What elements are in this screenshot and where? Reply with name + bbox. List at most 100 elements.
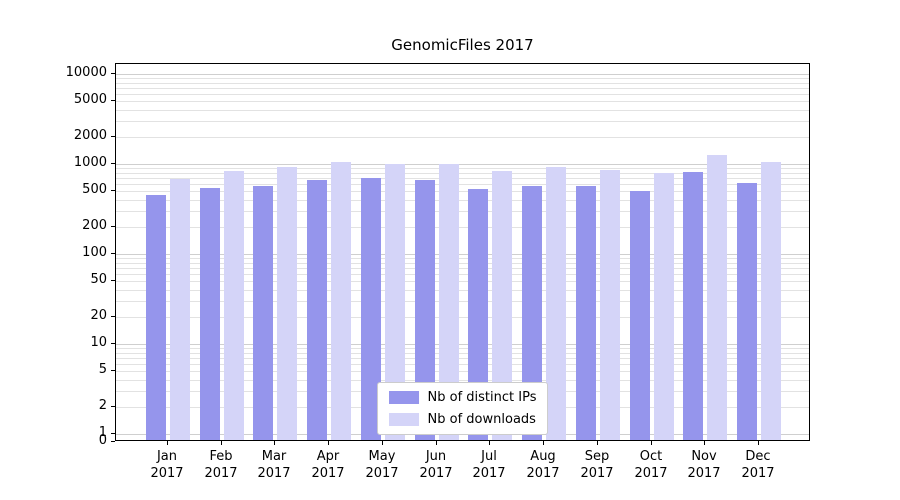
x-tick-text: Jan: [156, 449, 178, 464]
bar-distinct-ips-nov: [683, 172, 703, 440]
x-tick-text: 2017: [472, 466, 506, 481]
x-tick-text: Jun: [425, 449, 447, 464]
bar-downloads-aug: [546, 167, 566, 440]
x-tick-label-may: May 2017: [352, 448, 412, 482]
gridline: [116, 226, 809, 228]
gridline: [116, 87, 809, 89]
bar-downloads-sep: [600, 170, 620, 440]
x-tick-text: Mar: [261, 449, 287, 464]
bar-downloads-feb: [224, 171, 244, 440]
gridline: [116, 183, 809, 185]
legend: Nb of distinct IPs Nb of downloads: [376, 382, 549, 435]
y-tickmark: [111, 316, 115, 317]
x-tick-text: Nov: [691, 449, 717, 464]
gridline: [116, 109, 809, 111]
bar-downloads-jan: [170, 179, 190, 440]
x-tick-text: 2017: [526, 466, 560, 481]
gridline: [116, 258, 809, 260]
gridline: [116, 281, 809, 283]
gridline: [116, 191, 809, 193]
x-tick-label-jun: Jun 2017: [406, 448, 466, 482]
bar-distinct-ips-apr: [307, 180, 327, 440]
x-tick-text: Aug: [530, 449, 556, 464]
y-tick-label-20: 20: [90, 308, 107, 323]
x-tick-label-dec: Dec 2017: [728, 448, 788, 482]
y-tickmark: [111, 100, 115, 101]
x-tick-text: 2017: [419, 466, 453, 481]
y-tickmark: [111, 253, 115, 254]
gridline: [116, 316, 809, 318]
x-tick-text: Apr: [316, 449, 340, 464]
y-tick-label-5000: 5000: [73, 92, 107, 107]
legend-swatch-distinct-ips: [388, 391, 419, 404]
gridline: [116, 211, 809, 213]
gridline: [116, 301, 809, 303]
bar-distinct-ips-feb: [200, 188, 220, 440]
x-tick-text: Dec: [745, 449, 771, 464]
y-tickmark: [111, 280, 115, 281]
bar-distinct-ips-jul: [468, 189, 488, 440]
x-tick-text: 2017: [311, 466, 345, 481]
gridline: [116, 254, 809, 255]
y-tick-label-100: 100: [82, 245, 107, 260]
y-tick-label-10: 10: [90, 335, 107, 350]
legend-label-distinct-ips: Nb of distinct IPs: [427, 390, 537, 405]
x-tick-text: Jul: [481, 449, 497, 464]
x-tickmark: [651, 441, 652, 445]
bar-downloads-may: [385, 164, 405, 440]
gridline: [116, 177, 809, 179]
gridline: [116, 74, 809, 75]
gridline: [116, 289, 809, 291]
x-tickmark: [167, 441, 168, 445]
bar-distinct-ips-sep: [576, 186, 596, 440]
y-tickmark: [111, 441, 115, 442]
x-tick-text: 2017: [150, 466, 184, 481]
x-tick-text: Sep: [584, 449, 610, 464]
gridline: [116, 344, 809, 345]
legend-entry-distinct-ips: Nb of distinct IPs: [388, 390, 537, 405]
gridline: [116, 168, 809, 170]
x-tick-text: Feb: [209, 449, 233, 464]
y-tick-label-2000: 2000: [73, 128, 107, 143]
y-tickmark: [111, 163, 115, 164]
gridline: [116, 78, 809, 80]
gridline: [116, 199, 809, 201]
gridline: [116, 379, 809, 381]
bar-downloads-jun: [439, 164, 459, 440]
gridline: [116, 82, 809, 84]
gridline: [116, 267, 809, 269]
bar-downloads-nov: [707, 155, 727, 440]
bar-distinct-ips-dec: [737, 183, 757, 440]
x-tick-text: 2017: [687, 466, 721, 481]
bar-distinct-ips-may: [361, 178, 381, 440]
gridline: [116, 136, 809, 138]
legend-entry-downloads: Nb of downloads: [388, 412, 537, 427]
plot-area: Nb of distinct IPs Nb of downloads: [115, 63, 810, 441]
bar-distinct-ips-oct: [630, 191, 650, 440]
bar-distinct-ips-aug: [522, 186, 542, 440]
y-tick-label-10000: 10000: [65, 65, 107, 80]
gridline: [116, 357, 809, 359]
bar-downloads-mar: [277, 167, 297, 440]
y-tickmark: [111, 226, 115, 227]
x-tick-label-oct: Oct 2017: [621, 448, 681, 482]
x-tick-label-sep: Sep 2017: [567, 448, 627, 482]
gridline: [116, 172, 809, 174]
x-tick-text: 2017: [204, 466, 238, 481]
gridline: [116, 262, 809, 264]
x-tickmark: [597, 441, 598, 445]
x-tickmark: [704, 441, 705, 445]
x-tick-text: 2017: [580, 466, 614, 481]
bar-downloads-dec: [761, 162, 781, 440]
y-tickmark: [111, 190, 115, 191]
x-tick-label-jul: Jul 2017: [459, 448, 519, 482]
x-tick-label-feb: Feb 2017: [191, 448, 251, 482]
gridline: [116, 93, 809, 95]
x-tickmark: [489, 441, 490, 445]
bar-distinct-ips-jan: [146, 195, 166, 440]
gridline: [116, 363, 809, 365]
gridline: [116, 121, 809, 123]
y-tickmark: [111, 370, 115, 371]
x-tick-text: Oct: [639, 449, 663, 464]
